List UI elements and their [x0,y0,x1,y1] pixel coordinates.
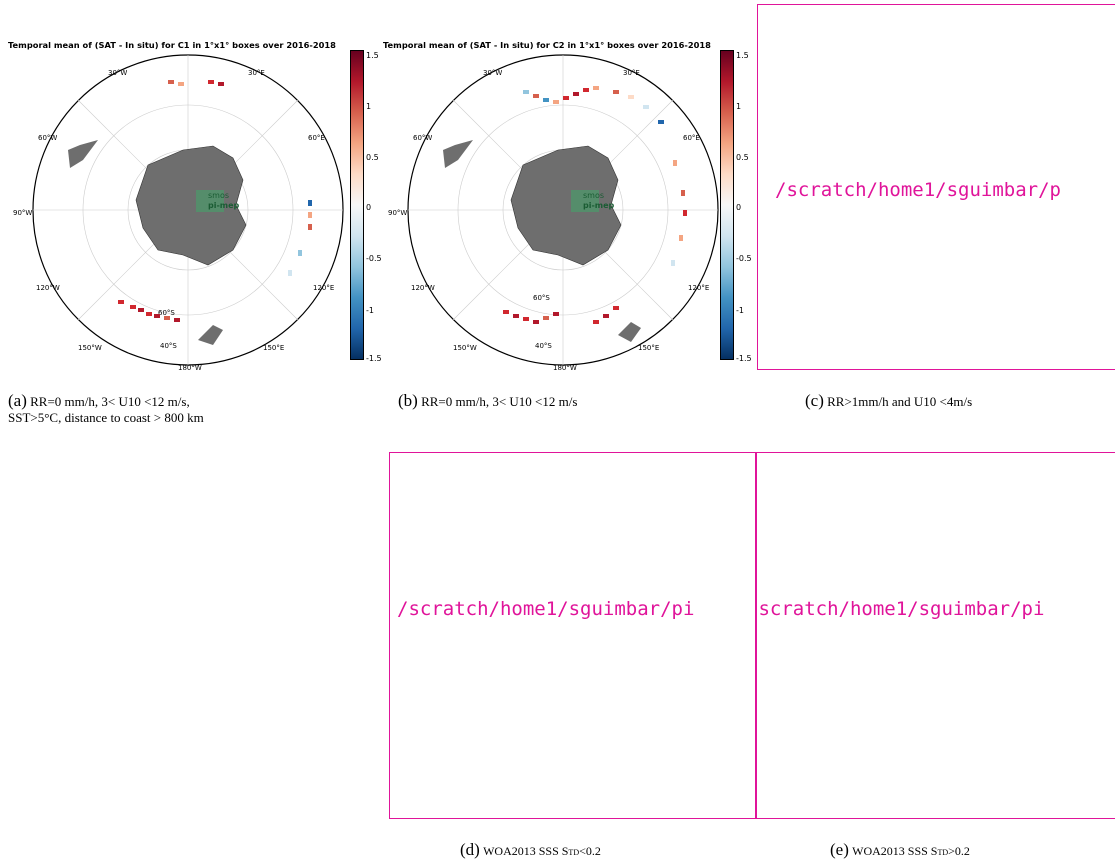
lon-label: 60°E [683,134,700,142]
polar-map: smos pi-mep 30°W 30°E 60°W 60°E 90°W 120… [13,54,344,372]
caption-tag: (b) [398,391,418,410]
panel-b-map: smos pi-mep 30°W 30°E 60°W 60°E 90°W 120… [388,54,719,372]
lon-label: 90°W [13,209,32,217]
missing-figure-e: /scratch/home1/sguimbar/pi [756,452,1115,819]
polar-map: smos pi-mep 30°W 30°E 60°W 60°E 90°W 120… [388,54,719,372]
colorbar-strip [350,50,364,360]
panel-e-caption: (e) WOA2013 SSS Std>0.2 [830,840,1110,859]
lon-label: 150°E [263,344,284,352]
colorbar-tick: -1 [736,306,744,315]
logo-line2: pi-mep [583,201,615,210]
lon-label: 180°W [553,364,577,372]
lon-label: 120°W [411,284,435,292]
caption-line1: RR>1mm/h and U10 <4m/s [827,394,973,409]
panel-c-caption: (c) RR>1mm/h and U10 <4m/s [805,391,1105,410]
caption-tag: (e) [830,840,849,859]
lon-label: 30°W [108,69,127,77]
missing-figure-c: /scratch/home1/sguimbar/p [757,4,1115,370]
lat-label: 60°S [158,309,175,317]
logo-line2: pi-mep [208,201,240,210]
lon-label: 150°W [453,344,477,352]
colorbar-tick: -1.5 [366,354,382,363]
panel-a-map: smos pi-mep 30°W 30°E 60°W 60°E 90°W 120… [13,54,344,372]
colorbar-tick: 0 [366,203,372,212]
caption-line1: WOA2013 SSS Std>0.2 [852,844,970,858]
missing-figure-d: /scratch/home1/sguimbar/pi [389,452,756,819]
data-boxes-b [503,86,687,324]
lon-label: 150°E [638,344,659,352]
caption-line1: RR=0 mm/h, 3< U10 <12 m/s [421,394,578,409]
colorbar-tick: 0.5 [736,153,749,162]
lat-label: 60°S [533,294,550,302]
panel-d-caption: (d) WOA2013 SSS Std<0.2 [460,840,760,859]
missing-path-text: /scratch/home1/sguimbar/pi [397,598,695,620]
caption-tag: (a) [8,391,27,410]
colorbar-tick: 1.5 [736,51,749,60]
missing-path-text: /scratch/home1/sguimbar/pi [756,598,1045,620]
caption-line1: WOA2013 SSS Std<0.2 [483,844,601,858]
lon-label: 60°E [308,134,325,142]
panel-b-caption: (b) RR=0 mm/h, 3< U10 <12 m/s [398,391,753,410]
colorbar-tick: 1.5 [366,51,379,60]
new-zealand-shape [198,325,223,345]
panel-a-caption: (a) RR=0 mm/h, 3< U10 <12 m/s, SST>5°C, … [8,391,363,426]
antarctica-shape [510,145,622,266]
lon-label: 30°W [483,69,502,77]
colorbar-tick: -0.5 [736,254,752,263]
missing-path-text: /scratch/home1/sguimbar/p [775,179,1061,201]
colorbar-tick: 0 [736,203,742,212]
lon-label: 180°W [178,364,202,372]
antarctica-shape [135,145,247,266]
colorbar-tick: 1 [366,102,372,111]
new-zealand-shape [618,322,641,342]
lon-label: 120°E [313,284,334,292]
data-boxes-a [118,80,312,322]
south-america-shape [443,140,473,168]
caption-tag: (c) [805,391,824,410]
colorbar-tick: -1 [366,306,374,315]
panel-a-title: Temporal mean of (SAT - In situ) for C1 … [8,40,336,50]
lon-label: 60°W [413,134,432,142]
lat-label: 40°S [160,342,177,350]
lon-label: 30°E [623,69,640,77]
colorbar-tick: -0.5 [366,254,382,263]
logo-line1: smos [208,191,229,200]
caption-tag: (d) [460,840,480,859]
colorbar-strip [720,50,734,360]
colorbar-tick: 0.5 [366,153,379,162]
caption-line2: SST>5°C, distance to coast > 800 km [8,410,204,425]
lon-label: 120°W [36,284,60,292]
logo-line1: smos [583,191,604,200]
south-america-shape [68,140,98,168]
smos-logo-icon [196,190,224,212]
lat-label: 40°S [535,342,552,350]
smos-logo-icon [571,190,599,212]
colorbar-tick: -1.5 [736,354,752,363]
lon-label: 120°E [688,284,709,292]
colorbar-tick: 1 [736,102,742,111]
lon-label: 30°E [248,69,265,77]
lon-label: 150°W [78,344,102,352]
panel-b-title: Temporal mean of (SAT - In situ) for C2 … [383,40,711,50]
lon-label: 60°W [38,134,57,142]
caption-line1: RR=0 mm/h, 3< U10 <12 m/s, [30,394,190,409]
lon-label: 90°W [388,209,407,217]
